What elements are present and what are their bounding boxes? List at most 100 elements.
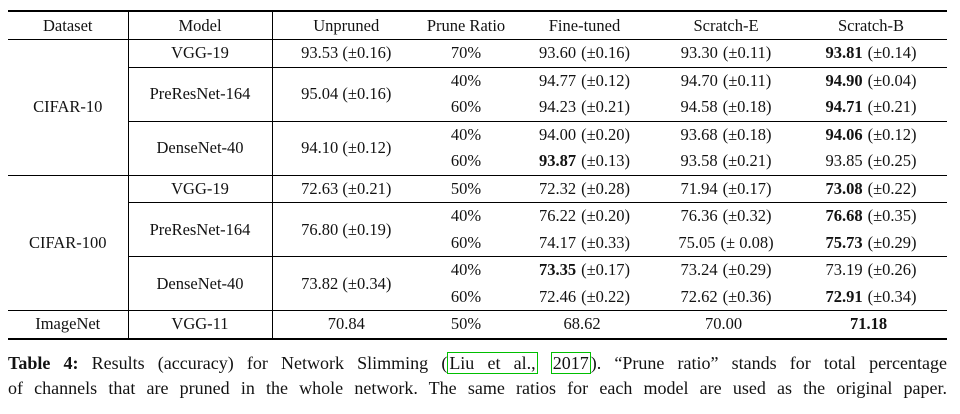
result-value: 72.32: [538, 178, 577, 198]
table-row: 60% 93.87 (±0.13) 93.58 (±0.21) 93.85 (±0.2…: [8, 148, 947, 176]
cell-model: VGG-11: [128, 310, 273, 339]
result-stddev: (±0.33): [581, 232, 631, 252]
cell-model: DenseNet-40: [128, 121, 273, 176]
table-row: PreResNet-164 95.04 (±0.16) 40% 94.77 (±0…: [8, 67, 947, 122]
cell-unpruned: 94.10 (±0.12): [272, 121, 420, 176]
result-stddev: (± 0.08): [720, 232, 774, 252]
result-stddev: (±0.17): [722, 178, 772, 198]
table-row: 60% 74.17 (±0.33) 75.05 (± 0.08) 75.73 (±0.…: [8, 229, 947, 257]
cell-model: DenseNet-40: [128, 256, 273, 311]
cell-scratch-b: 73.08 (±0.22): [795, 175, 947, 203]
result-value: 94.00: [538, 124, 577, 144]
result-stddev: (±0.21): [722, 151, 772, 171]
cell-scratch-b: 72.91 (±0.34): [795, 283, 947, 311]
result-value: 73.08: [825, 178, 863, 198]
cell-fine-tuned: 94.23 (±0.21): [512, 94, 657, 122]
result-stddev: (±0.21): [867, 97, 917, 117]
result-stddev: (±0.04): [867, 70, 917, 90]
result-value: 71.18: [849, 314, 888, 334]
cell-scratch-e: 71.94 (±0.17): [657, 175, 795, 203]
cell-prune-ratio: 40%: [450, 260, 482, 280]
citation-link-author[interactable]: Liu et al.,: [447, 352, 538, 374]
caption-text-before-citation: Results (accuracy) for Network Slimming …: [91, 353, 448, 373]
result-stddev: (±0.13): [581, 151, 631, 171]
cell-prune-ratio: 60%: [420, 229, 512, 257]
result-stddev: (±0.29): [867, 232, 917, 252]
cell-model: PreResNet-164: [128, 67, 273, 122]
table-row: CIFAR-100 VGG-19 72.63 (±0.21) 50% 72.32…: [8, 175, 947, 311]
result-value: 75.05: [678, 232, 716, 252]
cell-fine-tuned: 76.22 (±0.20): [512, 203, 657, 230]
cell-unpruned: 72.63 (±0.21): [272, 175, 420, 203]
cell-fine-tuned: 94.00 (±0.20): [512, 121, 657, 148]
cell-scratch-b: 94.71 (±0.21): [795, 94, 947, 122]
result-stddev: (±0.12): [867, 124, 917, 144]
result-value: 68.62: [563, 314, 601, 334]
cell-scratch-b: 76.68 (±0.35): [795, 203, 947, 230]
cell-scratch-b: 94.06 (±0.12): [795, 121, 947, 148]
result-value: 73.24: [680, 260, 718, 280]
cell-fine-tuned: 72.32 (±0.28): [512, 175, 657, 203]
result-stddev: (±0.29): [722, 260, 772, 280]
result-value: 73.19: [825, 260, 863, 280]
cell-prune-ratio: 40%: [450, 70, 482, 90]
result-stddev: (±0.21): [581, 97, 631, 117]
result-value: 72.46: [538, 286, 577, 306]
table-row: CIFAR-10 VGG-19 93.53 (±0.16) 70% 93.60(…: [8, 39, 947, 176]
cell-fine-tuned: 93.87 (±0.13): [512, 148, 657, 176]
result-value: 93.60: [538, 43, 577, 63]
result-value: 72.91: [825, 286, 863, 306]
table-row: 60% 72.46 (±0.22) 72.62 (±0.36) 72.91 (±0.3…: [8, 283, 947, 311]
result-stddev: (±0.36): [722, 286, 772, 306]
result-value: 73.35: [538, 260, 577, 280]
result-value: 75.73: [825, 232, 863, 252]
result-value: 93.87: [538, 151, 577, 171]
caption-text-after-citation: ). “Prune ratio” stands for total percen…: [590, 353, 948, 373]
result-stddev: (±0.20): [581, 206, 631, 226]
table-row: DenseNet-40 94.10 (±0.12) 40% 94.00 (±0.2…: [8, 121, 947, 176]
cell-scratch-b: 71.18: [795, 311, 947, 339]
table-caption: Table 4: Results (accuracy) for Network …: [8, 351, 947, 401]
result-stddev: (±0.18): [722, 124, 772, 144]
cell-prune-ratio: 50%: [450, 314, 482, 334]
result-stddev: (±0.11): [722, 43, 772, 63]
result-stddev: (±0.11): [722, 70, 772, 90]
column-header-unpruned: Unpruned: [272, 11, 420, 40]
result-stddev: (±0.12): [581, 70, 631, 90]
result-stddev: (±0.28): [581, 178, 631, 198]
cell-scratch-e: 70.00: [657, 311, 795, 339]
cell-unpruned: 76.80 (±0.19): [272, 202, 420, 257]
result-value: 76.68: [825, 206, 863, 226]
result-value: 76.22: [538, 206, 577, 226]
cell-prune-ratio: 60%: [420, 283, 512, 311]
cell-prune-ratio: 40%: [450, 206, 482, 226]
result-stddev: (±0.35): [867, 206, 917, 226]
cell-scratch-b: 75.73 (±0.29): [795, 229, 947, 257]
cell-prune-ratio: 60%: [420, 94, 512, 122]
column-header-scratch-e: Scratch-E: [657, 11, 795, 40]
result-stddev: (±0.16): [581, 43, 631, 63]
cell-fine-tuned: 68.62: [512, 311, 657, 339]
result-value: 93.81: [825, 43, 863, 63]
cell-scratch-e: 94.70 (±0.11): [657, 67, 795, 94]
cell-model: VGG-19: [128, 39, 273, 68]
result-stddev: (±0.34): [867, 286, 917, 306]
cell-dataset: CIFAR-10: [8, 39, 129, 176]
caption-text-line2: of channels that are pruned in the whole…: [8, 378, 947, 398]
cell-prune-ratio: 60%: [420, 148, 512, 176]
table-row: 60% 94.23 (±0.21) 94.58 (±0.18) 94.71 (±0.2…: [8, 94, 947, 122]
cell-scratch-e: 73.24 (±0.29): [657, 257, 795, 284]
cell-dataset: CIFAR-100: [8, 175, 129, 311]
result-value: 94.90: [825, 70, 863, 90]
cell-scratch-b: 94.90 (±0.04): [795, 67, 947, 94]
results-table: Dataset Model Unpruned Prune Ratio Fine-…: [8, 10, 947, 340]
cell-unpruned: 70.84: [327, 314, 365, 334]
cell-model: VGG-19: [128, 175, 273, 203]
result-value: 94.70: [680, 70, 718, 90]
citation-link-year[interactable]: 2017: [550, 352, 591, 374]
cell-scratch-e: 93.68 (±0.18): [657, 121, 795, 148]
cell-fine-tuned: 72.46 (±0.22): [512, 283, 657, 311]
result-value: 94.77: [538, 70, 577, 90]
cell-fine-tuned: 74.17 (±0.33): [512, 229, 657, 257]
